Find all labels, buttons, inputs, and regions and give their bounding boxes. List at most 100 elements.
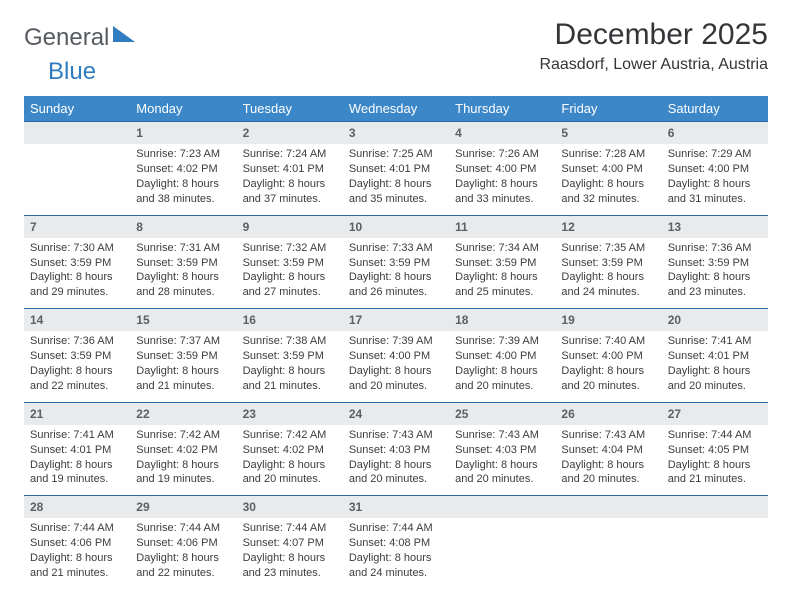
day-info-line: and 20 minutes.: [349, 379, 443, 394]
day-info-line: and 22 minutes.: [30, 379, 124, 394]
day-info: Sunrise: 7:41 AMSunset: 4:01 PMDaylight:…: [662, 331, 768, 402]
day-info-line: Sunset: 4:07 PM: [243, 536, 337, 551]
day-info-line: and 21 minutes.: [136, 379, 230, 394]
day-info-line: Daylight: 8 hours: [349, 270, 443, 285]
day-info: Sunrise: 7:39 AMSunset: 4:00 PMDaylight:…: [343, 331, 449, 402]
day-info-line: Sunrise: 7:44 AM: [668, 428, 762, 443]
day-info-line: and 35 minutes.: [349, 192, 443, 207]
day-info: [555, 518, 661, 588]
day-info: Sunrise: 7:44 AMSunset: 4:06 PMDaylight:…: [130, 518, 236, 588]
day-header: Sunday: [24, 96, 130, 122]
day-number: 30: [237, 496, 343, 519]
day-info: Sunrise: 7:33 AMSunset: 3:59 PMDaylight:…: [343, 238, 449, 309]
day-info-line: and 26 minutes.: [349, 285, 443, 300]
day-info-line: Sunrise: 7:43 AM: [561, 428, 655, 443]
day-info-line: Sunrise: 7:26 AM: [455, 147, 549, 162]
day-number: 6: [662, 122, 768, 145]
day-info: Sunrise: 7:43 AMSunset: 4:03 PMDaylight:…: [449, 425, 555, 496]
day-info-line: Daylight: 8 hours: [455, 177, 549, 192]
day-info-line: Daylight: 8 hours: [349, 364, 443, 379]
day-info-line: Daylight: 8 hours: [668, 177, 762, 192]
day-info-line: Daylight: 8 hours: [349, 551, 443, 566]
day-info-line: Sunset: 4:00 PM: [561, 162, 655, 177]
day-info-line: Daylight: 8 hours: [243, 551, 337, 566]
day-info-line: Daylight: 8 hours: [668, 364, 762, 379]
day-info: Sunrise: 7:34 AMSunset: 3:59 PMDaylight:…: [449, 238, 555, 309]
day-info-line: and 19 minutes.: [136, 472, 230, 487]
day-info: Sunrise: 7:23 AMSunset: 4:02 PMDaylight:…: [130, 144, 236, 215]
day-info-line: Daylight: 8 hours: [136, 270, 230, 285]
calendar-table: SundayMondayTuesdayWednesdayThursdayFrid…: [24, 96, 768, 589]
logo-text-blue: Blue: [48, 58, 96, 85]
day-header: Monday: [130, 96, 236, 122]
day-info-line: Sunset: 4:03 PM: [349, 443, 443, 458]
day-info-line: Sunset: 3:59 PM: [30, 349, 124, 364]
day-info-line: Daylight: 8 hours: [349, 177, 443, 192]
day-info: Sunrise: 7:30 AMSunset: 3:59 PMDaylight:…: [24, 238, 130, 309]
day-number-row: 14151617181920: [24, 309, 768, 332]
day-info-line: Sunrise: 7:23 AM: [136, 147, 230, 162]
day-info-line: Daylight: 8 hours: [136, 364, 230, 379]
day-number: 12: [555, 215, 661, 238]
day-number-row: 28293031: [24, 496, 768, 519]
day-info-line: Sunset: 4:05 PM: [668, 443, 762, 458]
day-info-row: Sunrise: 7:41 AMSunset: 4:01 PMDaylight:…: [24, 425, 768, 496]
day-info-line: Daylight: 8 hours: [30, 551, 124, 566]
day-info-line: Sunset: 3:59 PM: [455, 256, 549, 271]
day-info: [24, 144, 130, 215]
day-header: Tuesday: [237, 96, 343, 122]
day-info-line: Sunrise: 7:38 AM: [243, 334, 337, 349]
day-info-line: Sunrise: 7:34 AM: [455, 241, 549, 256]
day-info: Sunrise: 7:44 AMSunset: 4:07 PMDaylight:…: [237, 518, 343, 588]
day-info-line: Sunrise: 7:35 AM: [561, 241, 655, 256]
day-info-line: Sunset: 3:59 PM: [136, 256, 230, 271]
day-info: Sunrise: 7:44 AMSunset: 4:06 PMDaylight:…: [24, 518, 130, 588]
day-info: [662, 518, 768, 588]
calendar-head: SundayMondayTuesdayWednesdayThursdayFrid…: [24, 96, 768, 122]
day-info-line: Daylight: 8 hours: [455, 364, 549, 379]
day-info-line: Daylight: 8 hours: [561, 270, 655, 285]
day-info-line: and 32 minutes.: [561, 192, 655, 207]
day-info-line: and 23 minutes.: [243, 566, 337, 581]
day-info-line: Daylight: 8 hours: [668, 458, 762, 473]
day-info: Sunrise: 7:42 AMSunset: 4:02 PMDaylight:…: [237, 425, 343, 496]
day-info: Sunrise: 7:31 AMSunset: 3:59 PMDaylight:…: [130, 238, 236, 309]
day-info-line: Daylight: 8 hours: [668, 270, 762, 285]
day-info-line: and 21 minutes.: [243, 379, 337, 394]
day-info-line: Sunset: 3:59 PM: [136, 349, 230, 364]
day-number: 19: [555, 309, 661, 332]
day-info-line: Daylight: 8 hours: [243, 270, 337, 285]
day-info-line: Daylight: 8 hours: [30, 364, 124, 379]
day-info-line: Sunset: 3:59 PM: [668, 256, 762, 271]
day-info-line: Sunrise: 7:39 AM: [455, 334, 549, 349]
day-info-line: Sunrise: 7:37 AM: [136, 334, 230, 349]
day-header-row: SundayMondayTuesdayWednesdayThursdayFrid…: [24, 96, 768, 122]
day-number-row: 123456: [24, 122, 768, 145]
day-info-line: Sunset: 4:04 PM: [561, 443, 655, 458]
day-info-line: Sunset: 4:06 PM: [136, 536, 230, 551]
day-info-line: and 24 minutes.: [561, 285, 655, 300]
day-info-line: and 21 minutes.: [668, 472, 762, 487]
day-info-line: Sunset: 4:00 PM: [455, 162, 549, 177]
day-number: 5: [555, 122, 661, 145]
day-info-line: Sunrise: 7:32 AM: [243, 241, 337, 256]
day-info-line: and 20 minutes.: [668, 379, 762, 394]
day-info-line: and 37 minutes.: [243, 192, 337, 207]
day-info-line: Sunrise: 7:40 AM: [561, 334, 655, 349]
day-info-line: and 19 minutes.: [30, 472, 124, 487]
day-info-line: and 28 minutes.: [136, 285, 230, 300]
day-info-line: Sunset: 4:00 PM: [349, 349, 443, 364]
day-info-line: and 25 minutes.: [455, 285, 549, 300]
day-info-line: and 20 minutes.: [561, 379, 655, 394]
location-subtitle: Raasdorf, Lower Austria, Austria: [539, 56, 768, 74]
day-info-line: Daylight: 8 hours: [561, 458, 655, 473]
day-info: Sunrise: 7:37 AMSunset: 3:59 PMDaylight:…: [130, 331, 236, 402]
day-number: 23: [237, 402, 343, 425]
day-info: Sunrise: 7:39 AMSunset: 4:00 PMDaylight:…: [449, 331, 555, 402]
day-number: 14: [24, 309, 130, 332]
day-info-line: Sunrise: 7:30 AM: [30, 241, 124, 256]
day-info-line: Sunset: 4:02 PM: [136, 443, 230, 458]
day-number: 10: [343, 215, 449, 238]
day-number: 22: [130, 402, 236, 425]
day-number: 9: [237, 215, 343, 238]
